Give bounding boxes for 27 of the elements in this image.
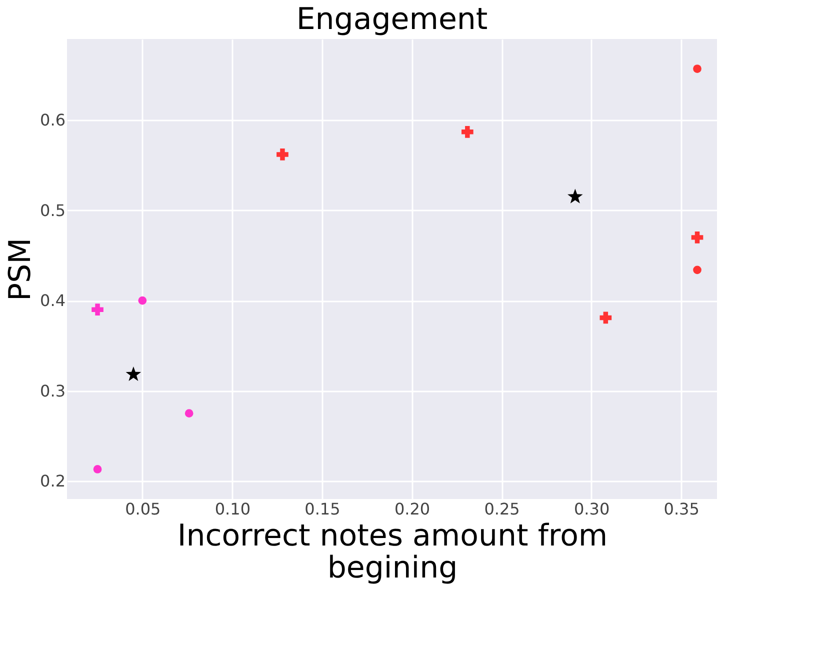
- point: [600, 312, 612, 324]
- y-tick-label: 0.4: [40, 291, 66, 310]
- x-tick-label: 0.30: [574, 500, 610, 518]
- x-tick-label: 0.10: [214, 500, 251, 518]
- point: [693, 266, 702, 274]
- x-tick-label: 0.25: [484, 500, 520, 518]
- point: [138, 296, 147, 305]
- point: [462, 126, 474, 138]
- point: [93, 465, 102, 474]
- point: [693, 64, 702, 73]
- point: [126, 366, 142, 382]
- point: [276, 148, 288, 160]
- x-tick-label: 0.35: [664, 500, 700, 518]
- point: [92, 304, 104, 316]
- point: [691, 232, 704, 244]
- point: [184, 409, 194, 418]
- x-tick-label: 0.05: [125, 500, 161, 518]
- x-tick-label: 0.15: [304, 500, 340, 518]
- x-axis-title: Incorrect notes amount from begining: [177, 518, 608, 586]
- y-tick-label: 0.5: [40, 200, 66, 220]
- point: [567, 188, 583, 204]
- y-tick-label: 0.3: [40, 381, 66, 400]
- y-tick-label: 0.6: [40, 110, 66, 130]
- y-axis-title: PSM: [3, 238, 38, 302]
- y-tick-label: 0.2: [40, 471, 66, 490]
- x-tick-label: 0.20: [394, 500, 430, 518]
- chart-title: Engagement: [296, 2, 488, 37]
